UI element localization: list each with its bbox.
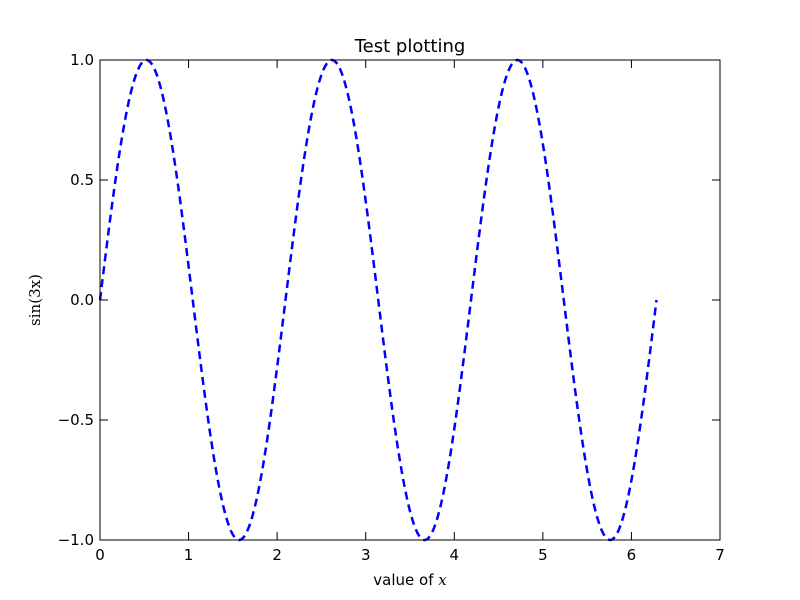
y-tick-label: 0.5: [70, 171, 94, 189]
x-tick-label: 5: [538, 546, 548, 564]
plot-area: [98, 58, 658, 542]
y-axis-ticks: −1.0 −0.5 0.0 0.5 1.0: [58, 51, 720, 549]
y-tick-label: 0.0: [70, 291, 94, 309]
y-tick-label: 1.0: [70, 51, 94, 69]
y-axis-label: sin(3x): [26, 274, 44, 326]
x-tick-label: 2: [272, 546, 282, 564]
series-line-sin3x: [98, 58, 658, 542]
x-axis-ticks: 0 1 2 3 4 5 6 7: [95, 60, 725, 564]
x-tick-label: 1: [184, 546, 194, 564]
chart-title: Test plotting: [354, 36, 466, 57]
y-tick-label: −0.5: [58, 411, 94, 429]
x-axis-label: value of x: [373, 571, 447, 589]
x-tick-label: 0: [95, 546, 105, 564]
x-axis-label-text: value of: [373, 571, 438, 589]
x-tick-label: 3: [361, 546, 371, 564]
y-tick-label: −1.0: [58, 531, 94, 549]
x-tick-label: 7: [715, 546, 725, 564]
x-axis-label-math: x: [438, 571, 447, 589]
x-tick-label: 4: [450, 546, 460, 564]
x-tick-label: 6: [627, 546, 637, 564]
